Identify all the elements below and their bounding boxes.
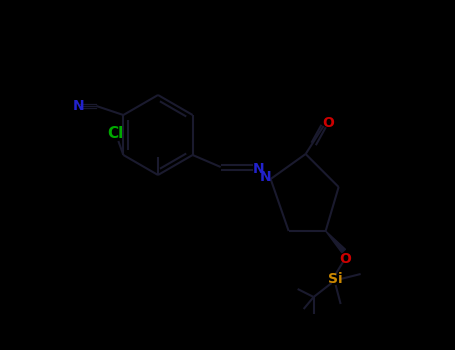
Text: N: N — [72, 99, 84, 113]
Text: Si: Si — [329, 272, 343, 286]
Text: Cl: Cl — [107, 126, 123, 140]
Text: O: O — [340, 252, 352, 266]
Text: N: N — [260, 170, 272, 184]
Text: N: N — [253, 162, 264, 176]
Polygon shape — [326, 231, 345, 253]
Text: O: O — [323, 116, 334, 130]
